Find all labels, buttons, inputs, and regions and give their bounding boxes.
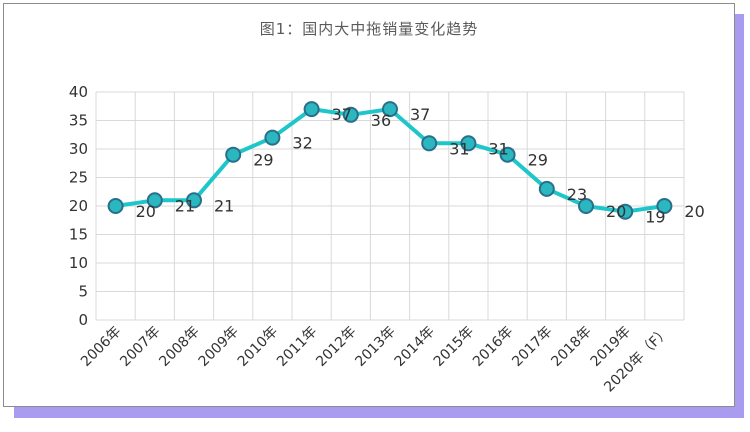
data-point [342,106,359,123]
data-point [225,146,242,163]
y-tick-label: 20 [69,197,88,215]
data-point [617,203,634,220]
data-label: 20 [606,202,626,221]
x-tick-label: 2014年 [392,324,438,370]
data-point [578,198,594,214]
data-point [538,180,555,197]
y-tick-label: 15 [69,226,88,244]
data-label: 37 [332,105,352,124]
x-tick-label: 2011年 [274,324,320,370]
x-tick-label: 2013年 [352,324,398,370]
data-point [656,198,673,214]
x-tick-label: 2007年 [117,324,163,370]
data-label: 20 [684,202,704,221]
x-tick-label: 2010年 [235,324,281,370]
data-point [264,129,281,146]
data-label: 31 [449,139,469,158]
y-tick-label: 40 [69,83,88,101]
x-tick-label: 2016年 [470,324,516,370]
x-tick-label: 2012年 [313,324,359,370]
y-tick-label: 30 [69,140,88,158]
y-tick-label: 35 [69,112,88,130]
data-point [382,101,398,118]
x-tick-label: 2017年 [509,324,555,370]
y-tick-label: 25 [69,169,88,187]
data-point [146,192,163,209]
data-label: 23 [567,185,587,204]
axes: 0 5 10 15 20 25 30 35 40 2006年2007年2008年2009年2010… [69,83,673,395]
data-label: 29 [253,151,273,170]
x-tick-label: 2015年 [431,324,477,370]
chart-title: 图1：国内大中拖销量变化趋势 [259,20,479,38]
data-label: 20 [136,202,156,221]
data-label: 19 [645,208,665,227]
data-label: 21 [214,196,234,215]
x-tick-label: 2006年 [78,324,124,370]
data-point [303,101,320,118]
data-point [460,135,477,152]
data-label: 32 [292,134,312,153]
x-tick-label: 2009年 [196,324,242,370]
data-point [107,198,124,214]
series [107,101,673,220]
data-label: 21 [175,196,195,215]
data-point [186,192,202,209]
data-label: 37 [410,105,430,124]
data-label: 36 [371,111,391,130]
y-tick-label: 0 [78,311,88,329]
x-tick-label: 2018年 [548,324,594,370]
y-tick-label: 5 [78,283,88,301]
data-point [499,146,516,163]
data-point [421,135,438,152]
data-label: 31 [488,139,508,158]
y-tick-label: 10 [69,254,88,272]
data-labels: 20 21 21 29 32 37 36 37 31 31 29 23 20 19 20 [136,105,705,227]
data-label: 29 [528,151,548,170]
x-tick-label: 2008年 [156,324,202,370]
